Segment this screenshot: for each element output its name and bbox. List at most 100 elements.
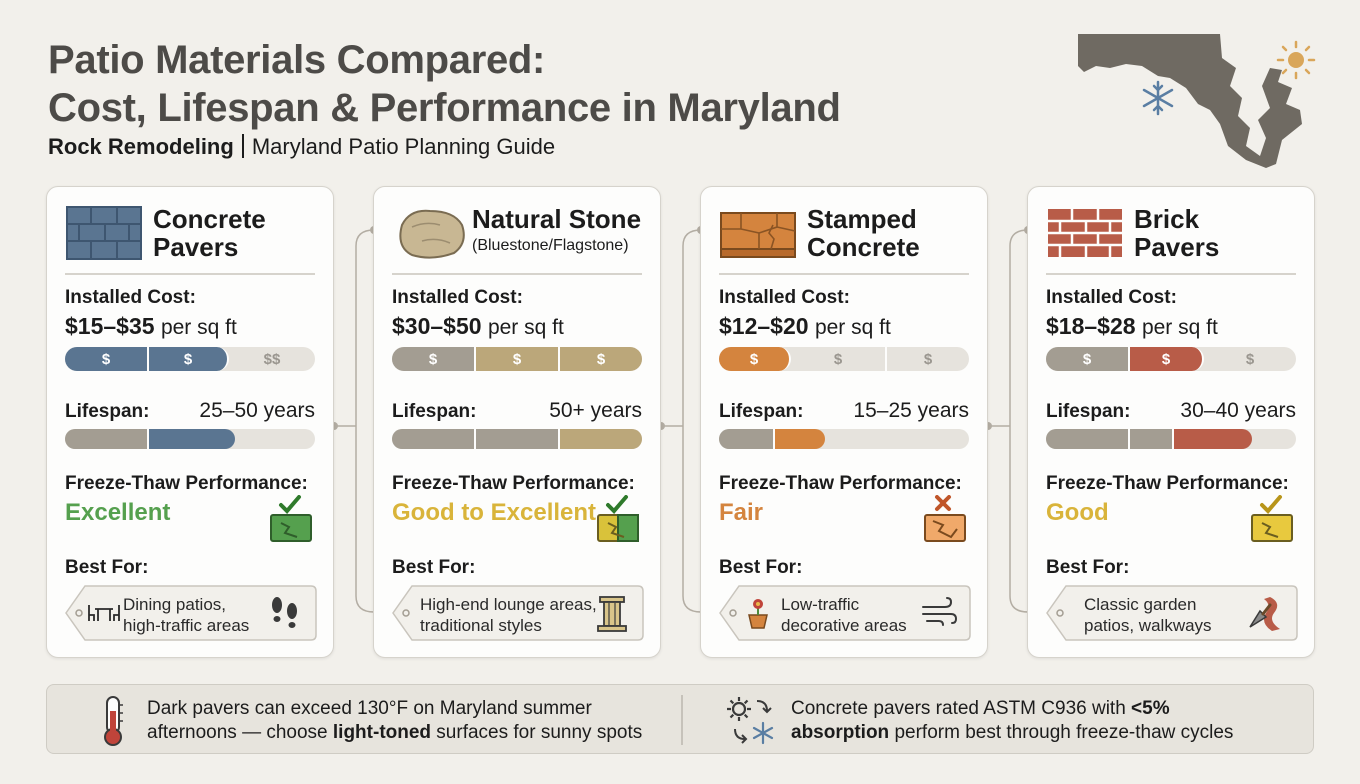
tip-freeze-text-a: Concrete pavers rated ASTM C936 with [791, 698, 1132, 719]
tip-heat-bold: light-toned [332, 722, 432, 743]
check-block-icon [597, 495, 639, 542]
lifespan-segment [1046, 429, 1130, 449]
cost-segment: $ [791, 347, 887, 371]
best-for-text: Low-traffic decorative areas [781, 594, 907, 636]
tag-shape [392, 585, 644, 641]
card-connector [984, 226, 1032, 613]
stamped-slab-icon [720, 212, 796, 258]
cost-range: $15–$35 [65, 313, 155, 339]
lifespan-segment [392, 429, 476, 449]
best-for-label: Best For: [719, 557, 803, 578]
best-line-2: traditional styles [420, 616, 542, 635]
thermometer-icon [104, 696, 123, 746]
lifespan-label: Lifespan: [719, 401, 804, 422]
divider [1046, 273, 1296, 275]
best-for-label: Best For: [65, 557, 149, 578]
lifespan-value: 50+ years [549, 399, 642, 422]
lifespan-segment [149, 429, 235, 449]
title-line-2: Cost, Lifespan & Performance in Maryland [48, 86, 841, 130]
dining-table-icon [88, 605, 120, 621]
best-for-label: Best For: [392, 557, 476, 578]
freeze-thaw-label: Freeze-Thaw Performance: [65, 473, 308, 494]
best-for-text: Classic garden patios, walkways [1084, 594, 1212, 636]
freeze-thaw-text: Good to Excellent [392, 499, 597, 526]
wind-icon [922, 597, 958, 626]
cost-value: $30–$50 per sq ft [392, 313, 564, 340]
installed-cost-label: Installed Cost: [1046, 287, 1177, 308]
card-connector [657, 226, 705, 613]
freeze-thaw-rating: Good to Excellent [392, 499, 596, 527]
column-icon [597, 596, 627, 632]
lifespan-value: 15–25 years [853, 399, 969, 422]
name-line-1: Stamped [807, 204, 917, 234]
material-name: Brick Pavers [1134, 205, 1219, 261]
lifespan-bar [392, 429, 642, 449]
tip-heat-text-a: afternoons — choose [147, 722, 333, 743]
gear-snowflake-cycle-icon [727, 697, 774, 745]
freeze-thaw-label: Freeze-Thaw Performance: [719, 473, 962, 494]
lifespan-bar [719, 429, 969, 449]
freeze-thaw-label: Freeze-Thaw Performance: [392, 473, 635, 494]
name-line-2: Concrete [807, 232, 920, 262]
divider [719, 273, 969, 275]
footer-tips: Dark pavers can exceed 130°F on Maryland… [46, 684, 1314, 754]
tip-heat: Dark pavers can exceed 130°F on Maryland… [147, 697, 642, 745]
lifespan-label: Lifespan: [392, 401, 477, 422]
subtitle: Rock Remodeling Maryland Patio Planning G… [48, 134, 555, 160]
tip-freeze-line-1: Concrete pavers rated ASTM C936 with <5% [791, 697, 1233, 721]
guide-name: Maryland Patio Planning Guide [251, 134, 556, 159]
cost-segment: $ [1130, 347, 1204, 371]
name-line-1: Natural Stone [472, 204, 642, 234]
lifespan-value: 30–40 years [1180, 399, 1296, 422]
lifespan-value: 25–50 years [199, 399, 315, 422]
material-name: Concrete Pavers [153, 205, 266, 261]
lifespan-segment [719, 429, 775, 449]
divider [392, 273, 642, 275]
best-line-2: high-traffic areas [123, 616, 250, 635]
snowflake-icon [752, 721, 774, 745]
cost-unit: per sq ft [1141, 316, 1218, 339]
cost-segment: $ [719, 347, 791, 371]
tip-freeze-line-2: absorption perform best through freeze-t… [791, 721, 1233, 745]
trowel-path-icon [1249, 597, 1280, 631]
cost-unit: per sq ft [814, 316, 891, 339]
cost-range: $18–$28 [1046, 313, 1136, 339]
cost-range: $30–$50 [392, 313, 482, 339]
lifespan-label: Lifespan: [65, 401, 150, 422]
tip-freeze-bold-1: <5% [1131, 698, 1170, 719]
name-line-1: Brick [1134, 204, 1200, 234]
freeze-thaw-rating: Good [1046, 499, 1109, 526]
name-line-1: Concrete [153, 204, 266, 234]
best-for-text: Dining patios, high-traffic areas [123, 594, 249, 636]
title-line-1: Patio Materials Compared: [48, 38, 546, 82]
lifespan-segment [65, 429, 149, 449]
tip-freeze-thaw: Concrete pavers rated ASTM C936 with <5%… [791, 697, 1233, 745]
best-line-2: decorative areas [781, 616, 907, 635]
freeze-thaw-rating: Excellent [65, 499, 171, 526]
check-block-icon [1251, 495, 1293, 542]
brand-name: Rock Remodeling [48, 134, 234, 159]
sun-icon [1276, 40, 1316, 80]
gear-icon [727, 697, 751, 721]
tag-shape [719, 585, 971, 641]
lifespan-segment [1130, 429, 1174, 449]
cost-segment: $ [923, 350, 933, 368]
lifespan-bar [65, 429, 315, 449]
cost-segment: $ [560, 347, 642, 371]
card-natural-stone: Natural Stone (Bluestone/Flagstone) Inst… [373, 186, 661, 658]
divider [65, 273, 315, 275]
best-for-tag: Dining patios, high-traffic areas [65, 585, 317, 641]
freeze-thaw-rating: Fair [719, 499, 764, 526]
lifespan-segment [476, 429, 560, 449]
card-concrete-pavers: Concrete Pavers Installed Cost: $15–$35 … [46, 186, 334, 658]
material-subtype: (Bluestone/Flagstone) [472, 237, 629, 254]
cost-range: $12–$20 [719, 313, 809, 339]
cost-unit: per sq ft [160, 316, 237, 339]
flagstone-icon [399, 209, 465, 259]
lifespan-segment [775, 429, 825, 449]
lifespan-segment [1174, 429, 1252, 449]
best-line-1: Dining patios, [123, 595, 227, 614]
best-line-1: Low-traffic [781, 595, 860, 614]
best-line-2: patios, walkways [1084, 616, 1212, 635]
card-connector [330, 226, 378, 613]
